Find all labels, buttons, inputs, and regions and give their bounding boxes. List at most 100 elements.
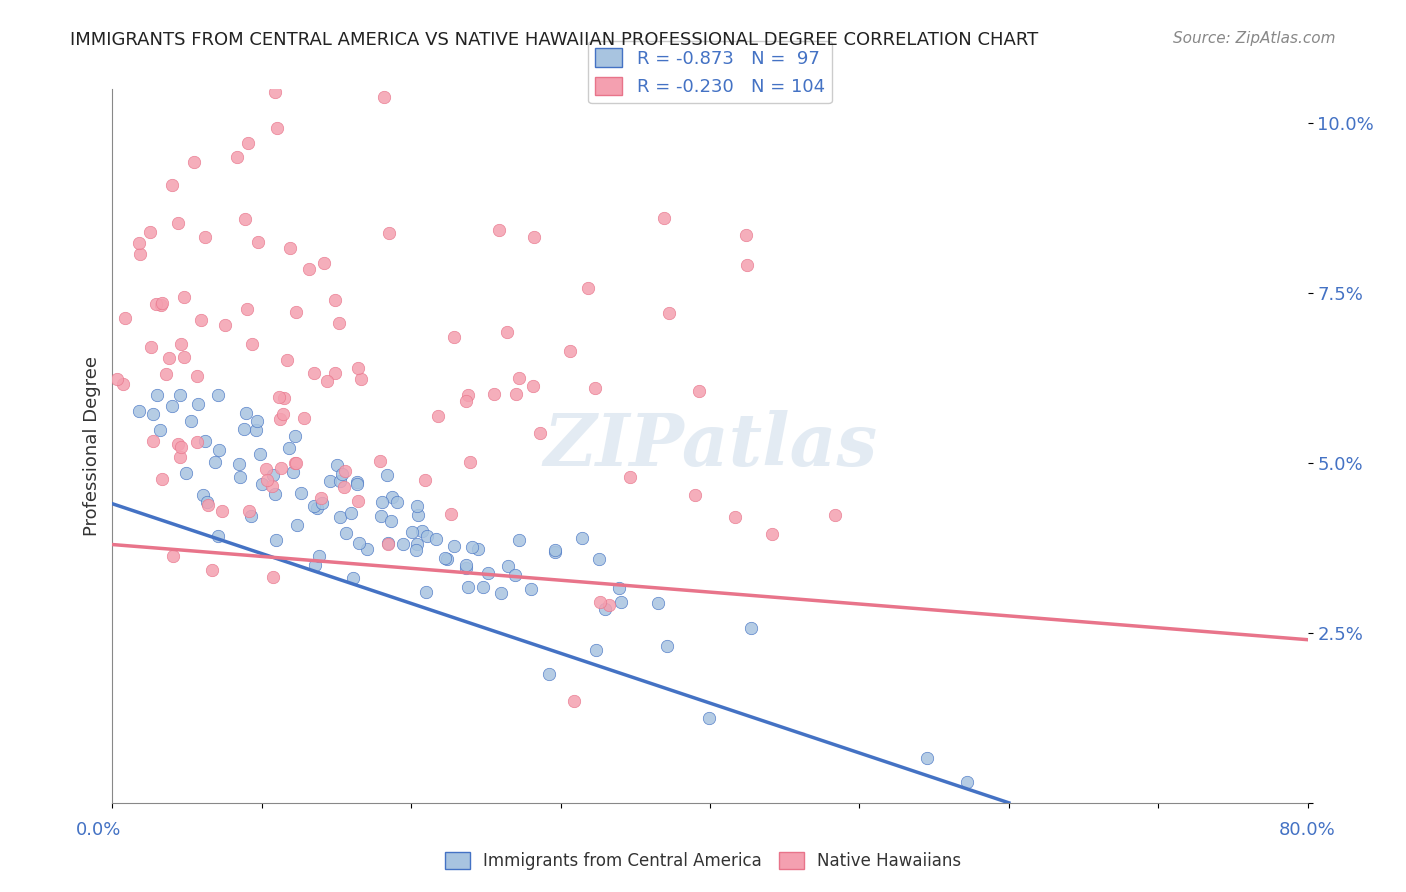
Point — [284, 305, 307, 319]
Point — [228, 457, 250, 471]
Point — [457, 580, 479, 594]
Point — [246, 414, 269, 428]
Point — [152, 295, 174, 310]
Point — [588, 552, 610, 566]
Point — [273, 391, 295, 405]
Point — [214, 318, 236, 333]
Point — [326, 458, 349, 472]
Point — [562, 694, 585, 708]
Point — [598, 599, 620, 613]
Point — [277, 441, 299, 455]
Point — [370, 453, 392, 467]
Point — [381, 490, 404, 504]
Point — [401, 525, 423, 540]
Point — [342, 570, 364, 584]
Point — [280, 241, 302, 255]
Point — [323, 293, 346, 307]
Point — [150, 472, 173, 486]
Point — [260, 478, 283, 492]
Point — [489, 586, 512, 600]
Point — [658, 306, 681, 320]
Point — [105, 372, 128, 386]
Point — [191, 488, 214, 502]
Point — [519, 582, 541, 596]
Point — [200, 563, 222, 577]
Point — [169, 388, 191, 402]
Point — [266, 120, 288, 135]
Point — [699, 710, 721, 724]
Point — [544, 543, 567, 558]
Point — [173, 350, 195, 364]
Point — [619, 470, 641, 484]
Point — [328, 316, 350, 330]
Point — [276, 352, 298, 367]
Point — [304, 558, 326, 572]
Point — [208, 443, 231, 458]
Point — [370, 509, 392, 524]
Point — [128, 404, 150, 418]
Point — [169, 450, 191, 465]
Point — [392, 537, 415, 551]
Point — [271, 407, 294, 421]
Point — [235, 406, 257, 420]
Point — [307, 501, 329, 516]
Point — [461, 541, 484, 555]
Point — [378, 227, 401, 241]
Point — [193, 434, 215, 448]
Point — [197, 498, 219, 512]
Point — [263, 468, 285, 483]
Point — [166, 216, 188, 230]
Point — [160, 400, 183, 414]
Point — [309, 491, 332, 505]
Point — [583, 381, 606, 395]
Point — [425, 533, 447, 547]
Point — [472, 580, 495, 594]
Point — [347, 361, 370, 376]
Point — [346, 475, 368, 489]
Point — [406, 508, 429, 522]
Point — [264, 487, 287, 501]
Point — [824, 508, 846, 522]
Point — [238, 504, 260, 518]
Point — [647, 596, 669, 610]
Point — [655, 639, 678, 653]
Point — [436, 552, 458, 566]
Point — [329, 474, 352, 488]
Point — [683, 488, 706, 502]
Point — [170, 337, 193, 351]
Point — [956, 775, 979, 789]
Point — [495, 325, 517, 339]
Point — [454, 561, 477, 575]
Point — [149, 423, 172, 437]
Point — [180, 414, 202, 428]
Point — [284, 429, 307, 443]
Point — [335, 525, 357, 540]
Point — [735, 258, 758, 272]
Point — [571, 531, 593, 545]
Point — [160, 178, 183, 193]
Point — [308, 549, 330, 563]
Point — [529, 426, 551, 441]
Point — [269, 412, 291, 426]
Point — [314, 256, 336, 270]
Point — [162, 549, 184, 563]
Point — [346, 493, 368, 508]
Point — [281, 465, 304, 479]
Point — [290, 486, 312, 500]
Point — [595, 602, 617, 616]
Text: 0.0%: 0.0% — [76, 821, 121, 838]
Point — [585, 642, 607, 657]
Text: Source: ZipAtlas.com: Source: ZipAtlas.com — [1173, 31, 1336, 46]
Point — [377, 537, 399, 551]
Point — [508, 371, 530, 385]
Point — [385, 495, 408, 509]
Point — [443, 330, 465, 344]
Point — [139, 340, 162, 354]
Point — [477, 566, 499, 580]
Point — [456, 394, 478, 409]
Point — [405, 542, 427, 557]
Legend: R = -0.873   N =  97, R = -0.230   N = 104: R = -0.873 N = 97, R = -0.230 N = 104 — [588, 41, 832, 103]
Point — [427, 409, 450, 423]
Point — [235, 301, 257, 316]
Point — [292, 410, 315, 425]
